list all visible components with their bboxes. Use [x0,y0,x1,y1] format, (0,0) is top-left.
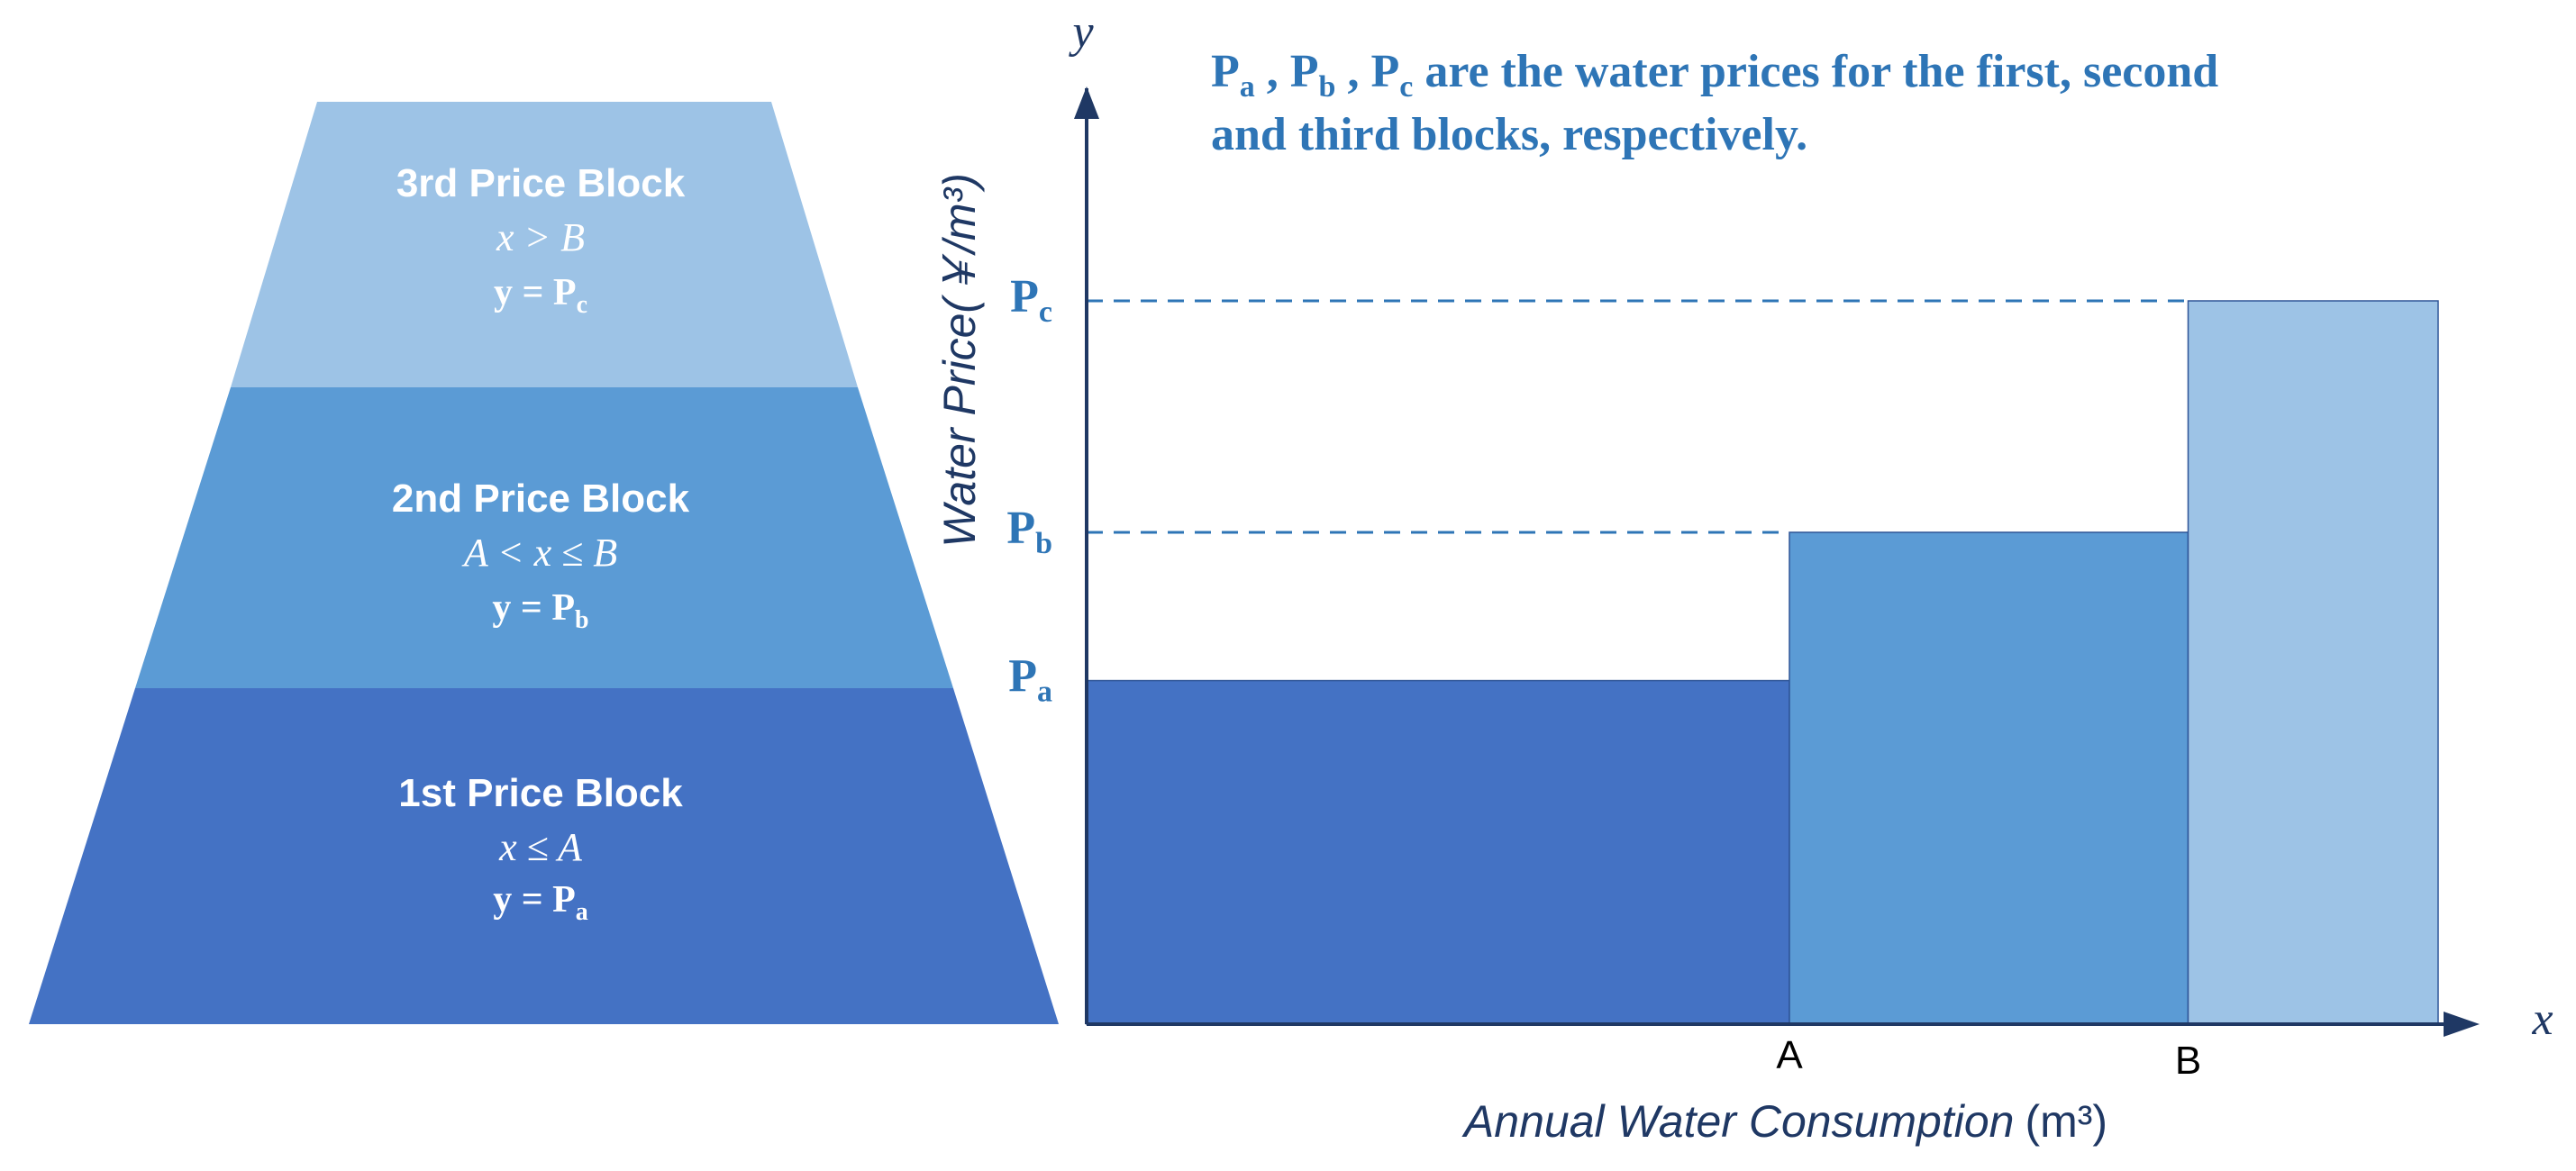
chart-guides [1087,299,2189,534]
price-bar-2 [1789,531,2189,1025]
block-price-chart: y x A B Pa Pb Pc Water Price(￥/m³) Annua… [934,6,2553,1147]
block-3-condition: x > B [496,215,585,259]
y-axis-variable: y [1068,6,1094,58]
y-tick-label-pa: Pa [1008,651,1052,709]
pyramid-block-3 [231,102,858,387]
block-2-title: 2nd Price Block [392,477,690,521]
block-1-title: 1st Price Block [398,771,683,815]
block-1-condition: x ≤ A [498,825,583,869]
pyramid-block-1 [29,688,1059,1024]
y-axis-title: Water Price(￥/m³) [934,173,985,548]
block-3-equation: y = Pc [494,272,587,319]
price-block-pyramid: 3rd Price Block x > B y = Pc 2nd Price B… [29,102,1059,1024]
y-axis-arrowhead [1074,86,1099,119]
x-axis-variable: x [2531,994,2553,1045]
block-2-equation: y = Pb [492,587,588,634]
x-tick-label-a: A [1776,1033,1803,1077]
block-2-condition: A < x ≤ B [461,531,617,575]
chart-note: Pa , Pb , Pc are the water prices for th… [1211,46,2218,160]
x-tick-label-b: B [2175,1039,2201,1083]
note-line-1: Pa , Pb , Pc are the water prices for th… [1211,46,2218,104]
block-3-title: 3rd Price Block [396,161,686,205]
x-axis-arrowhead [2444,1012,2480,1037]
price-bar-3 [2187,300,2439,1025]
y-tick-label-pc: Pc [1010,271,1052,329]
pyramid-block-2 [135,387,953,688]
chart-bars [1086,300,2439,1025]
note-line-2: and third blocks, respectively. [1211,109,1807,160]
price-bar-1 [1086,679,1790,1025]
y-tick-label-pb: Pb [1006,503,1052,560]
block-1-equation: y = Pa [493,879,588,926]
x-axis-title: Annual Water Consumption (m³) [1461,1096,2107,1147]
